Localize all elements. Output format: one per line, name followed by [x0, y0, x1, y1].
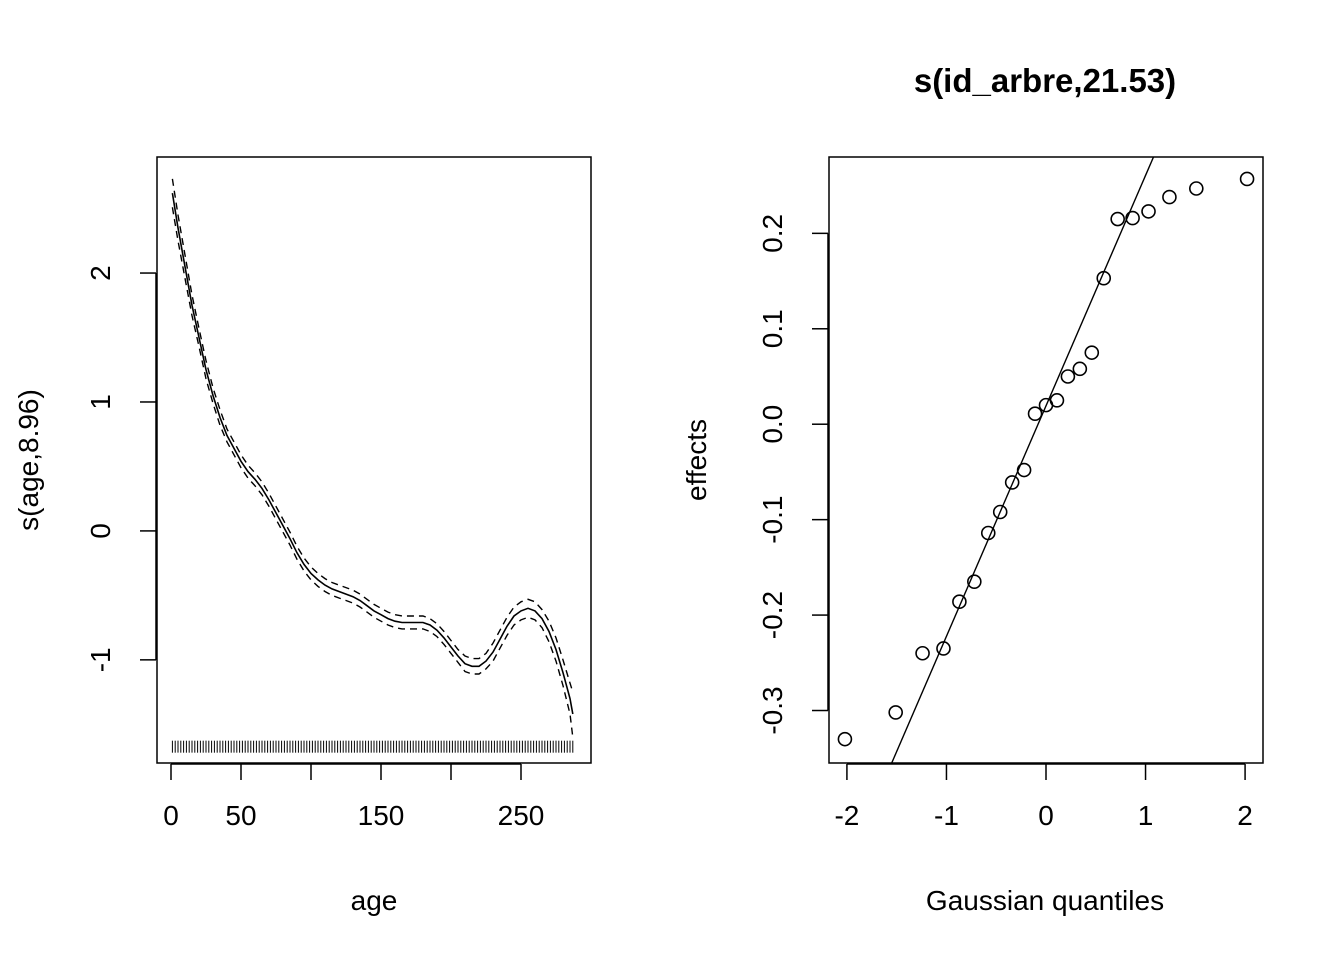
right-x-axis-title: Gaussian quantiles: [926, 885, 1164, 916]
left-plot-frame: [156, 156, 592, 764]
qq-point: [1189, 181, 1204, 196]
qq-point: [1084, 345, 1100, 360]
qq-point: [1162, 189, 1177, 205]
left-y-tick-label: 2: [85, 265, 116, 281]
qq-point: [1125, 210, 1140, 226]
right-y-tick-label: 0.0: [757, 405, 788, 444]
qq-point: [1016, 462, 1032, 478]
age-upper-se-line: [171, 178, 574, 693]
right-y-axis-title: effects: [681, 419, 712, 501]
right-chart-title: s(id_arbre,21.53): [914, 62, 1176, 99]
age-lower-se-line: [171, 207, 574, 738]
left-axes: 0 50 150 250 -1 0 1 2: [85, 265, 544, 831]
qq-point: [1072, 361, 1088, 377]
left-y-axis-title: s(age,8.96): [13, 389, 44, 531]
right-x-tick-label: -2: [834, 800, 859, 831]
right-y-tick-label: -0.1: [757, 496, 788, 544]
left-x-axis-title: age: [351, 885, 398, 916]
left-x-tick-label: 150: [358, 800, 405, 831]
qq-point: [967, 574, 982, 589]
left-x-tick-label: 250: [498, 800, 545, 831]
qq-point: [915, 645, 930, 661]
right-y-tick-label: -0.3: [757, 686, 788, 734]
qq-point: [1060, 369, 1076, 384]
qq-reference-line: [891, 156, 1155, 764]
qq-point: [1110, 211, 1125, 227]
right-y-tick-label: 0.2: [757, 214, 788, 253]
right-x-tick-label: -1: [934, 800, 959, 831]
right-x-tick-label: 0: [1038, 800, 1054, 831]
qq-point: [936, 641, 951, 656]
qq-point: [992, 504, 1008, 520]
qq-point: [1239, 171, 1255, 187]
age-smooth-panel: 0 50 150 250 -1 0 1 2 age s(age,8.96): [13, 156, 592, 916]
id-arbre-qq-panel: s(id_arbre,21.53) -2 -1 0 1 2 -0.3 -0.2 -0.1 0.0…: [681, 62, 1264, 916]
left-y-tick-label: -1: [85, 647, 116, 672]
left-plot-marks: [171, 178, 574, 753]
qq-point: [1141, 204, 1156, 219]
age-fit-line: [171, 192, 574, 715]
left-x-tick-label: 0: [163, 800, 179, 831]
right-x-tick-label: 2: [1237, 800, 1253, 831]
right-y-tick-label: 0.1: [757, 309, 788, 348]
left-x-tick-label: 50: [225, 800, 256, 831]
right-plot-frame: [828, 156, 1264, 764]
qq-point: [1096, 270, 1112, 286]
right-axes: -2 -1 0 1 2 -0.3 -0.2 -0.1 0.0 0.1 0.2: [757, 214, 1253, 831]
left-y-tick-label: 0: [85, 523, 116, 539]
qq-point: [888, 705, 903, 720]
qq-point: [980, 525, 996, 541]
right-y-tick-label: -0.2: [757, 591, 788, 639]
qq-point: [837, 731, 853, 747]
right-plot-marks: [837, 156, 1255, 764]
qq-point: [1004, 475, 1020, 490]
qq-point: [1027, 406, 1043, 422]
left-y-tick-label: 1: [85, 394, 116, 410]
qq-point: [1049, 393, 1065, 408]
right-x-tick-label: 1: [1138, 800, 1154, 831]
qq-point: [952, 594, 967, 610]
